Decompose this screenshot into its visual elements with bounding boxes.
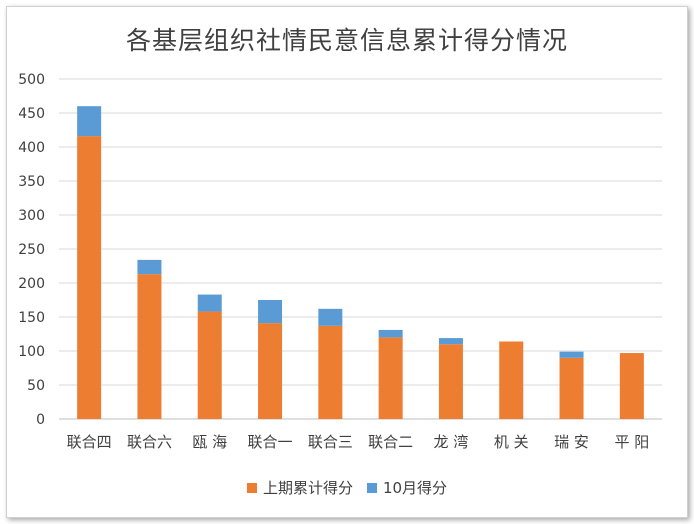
- legend-item-october: 10月得分: [366, 477, 448, 498]
- bar-october: [197, 294, 222, 312]
- y-tick-label: 400: [18, 140, 45, 156]
- bar-previous: [77, 136, 102, 419]
- x-tick-label: 联合三: [308, 433, 353, 451]
- x-tick-label: 联合一: [248, 433, 293, 451]
- legend-label-october: 10月得分: [382, 479, 448, 497]
- x-tick-label: 联合四: [67, 433, 112, 451]
- bar-october: [258, 300, 283, 324]
- bar-previous: [197, 311, 222, 419]
- x-tick-label: 龙 湾: [434, 433, 469, 451]
- y-tick-label: 450: [18, 106, 45, 122]
- x-tick-label: 平 阳: [614, 433, 649, 451]
- bar-previous: [438, 344, 463, 419]
- bar-october: [559, 351, 584, 358]
- bar-previous: [559, 357, 584, 419]
- bar-previous: [137, 274, 162, 419]
- x-tick-label: 瑞 安: [554, 433, 589, 451]
- legend-swatch-previous: [246, 482, 257, 493]
- legend-item-previous: 上期累计得分: [246, 477, 353, 498]
- y-tick-label: 200: [18, 276, 45, 292]
- bar-previous: [619, 353, 644, 419]
- x-tick-label: 瓯 海: [192, 433, 227, 451]
- y-tick-label: 150: [18, 310, 45, 326]
- bar-october: [378, 329, 403, 338]
- chart-plot: 0 50 100 150 200 250 300 350 400 450 500 联合四 联合六 瓯 海 联…: [18, 72, 662, 451]
- bar-october: [77, 106, 102, 137]
- legend: 上期累计得分 10月得分: [7, 477, 687, 498]
- y-tick-label: 500: [18, 72, 45, 88]
- bar-previous: [258, 323, 283, 419]
- x-tick-label: 机 关: [494, 433, 529, 451]
- chart-frame: 各基层组织社情民意信息累计得分情况 0 50 100 150 200 250 300 350 4…: [6, 6, 688, 518]
- y-tick-label: 100: [18, 344, 45, 360]
- x-tick-label: 联合二: [368, 433, 413, 451]
- bar-october: [438, 338, 463, 345]
- y-tick-label: 300: [18, 208, 45, 224]
- bar-previous: [499, 341, 524, 419]
- bar-previous: [318, 325, 343, 419]
- legend-label-previous: 上期累计得分: [262, 479, 353, 497]
- legend-swatch-october: [366, 482, 377, 493]
- y-tick-label: 350: [18, 174, 45, 190]
- y-tick-label: 50: [27, 378, 45, 394]
- x-tick-label: 联合六: [127, 433, 172, 451]
- chart-title: 各基层组织社情民意信息累计得分情况: [125, 26, 568, 55]
- bar-previous: [378, 337, 403, 419]
- bar-october: [318, 308, 343, 326]
- y-tick-label: 0: [36, 412, 45, 428]
- y-tick-label: 250: [18, 242, 45, 258]
- bar-october: [137, 259, 162, 275]
